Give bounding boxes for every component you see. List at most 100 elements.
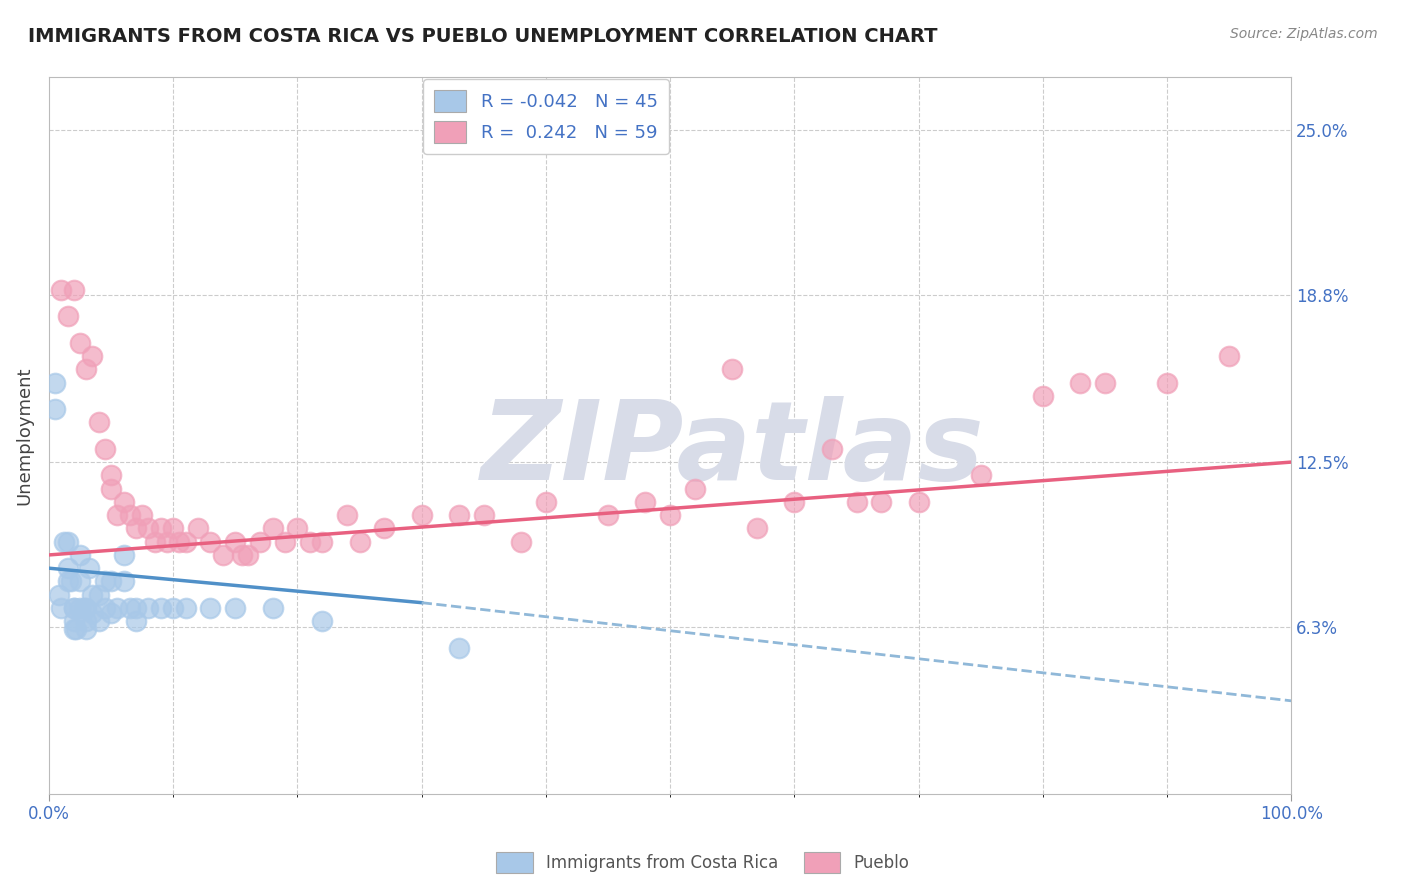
- Point: [659, 508, 682, 523]
- Point: [472, 508, 495, 523]
- Point: [745, 521, 768, 535]
- Point: [683, 482, 706, 496]
- Point: [311, 534, 333, 549]
- Point: [149, 601, 172, 615]
- Point: [349, 534, 371, 549]
- Point: [56, 309, 79, 323]
- Point: [721, 362, 744, 376]
- Point: [845, 495, 868, 509]
- Point: [249, 534, 271, 549]
- Point: [447, 640, 470, 655]
- Text: IMMIGRANTS FROM COSTA RICA VS PUEBLO UNEMPLOYMENT CORRELATION CHART: IMMIGRANTS FROM COSTA RICA VS PUEBLO UNE…: [28, 27, 938, 45]
- Point: [231, 548, 253, 562]
- Point: [634, 495, 657, 509]
- Point: [510, 534, 533, 549]
- Point: [69, 335, 91, 350]
- Point: [87, 588, 110, 602]
- Point: [105, 601, 128, 615]
- Point: [447, 508, 470, 523]
- Point: [69, 601, 91, 615]
- Point: [411, 508, 433, 523]
- Point: [174, 601, 197, 615]
- Point: [125, 601, 148, 615]
- Point: [73, 601, 96, 615]
- Point: [970, 468, 993, 483]
- Point: [373, 521, 395, 535]
- Point: [63, 601, 86, 615]
- Point: [534, 495, 557, 509]
- Point: [94, 601, 117, 615]
- Text: ZIPatlas: ZIPatlas: [481, 396, 984, 503]
- Point: [1094, 376, 1116, 390]
- Point: [262, 521, 284, 535]
- Point: [94, 442, 117, 456]
- Point: [212, 548, 235, 562]
- Point: [162, 521, 184, 535]
- Point: [63, 601, 86, 615]
- Point: [65, 622, 87, 636]
- Point: [336, 508, 359, 523]
- Point: [162, 601, 184, 615]
- Point: [48, 588, 70, 602]
- Point: [224, 601, 246, 615]
- Point: [112, 548, 135, 562]
- Point: [783, 495, 806, 509]
- Point: [56, 561, 79, 575]
- Point: [907, 495, 929, 509]
- Point: [1156, 376, 1178, 390]
- Point: [60, 574, 83, 589]
- Point: [262, 601, 284, 615]
- Point: [1032, 389, 1054, 403]
- Point: [63, 614, 86, 628]
- Point: [311, 614, 333, 628]
- Point: [100, 482, 122, 496]
- Point: [44, 402, 66, 417]
- Point: [200, 534, 222, 549]
- Point: [174, 534, 197, 549]
- Point: [596, 508, 619, 523]
- Legend: R = -0.042   N = 45, R =  0.242   N = 59: R = -0.042 N = 45, R = 0.242 N = 59: [423, 79, 669, 154]
- Point: [75, 622, 97, 636]
- Point: [169, 534, 191, 549]
- Point: [118, 601, 141, 615]
- Point: [75, 601, 97, 615]
- Point: [63, 283, 86, 297]
- Point: [131, 508, 153, 523]
- Point: [44, 376, 66, 390]
- Point: [143, 534, 166, 549]
- Point: [100, 468, 122, 483]
- Point: [236, 548, 259, 562]
- Point: [287, 521, 309, 535]
- Point: [75, 362, 97, 376]
- Point: [149, 521, 172, 535]
- Point: [138, 521, 160, 535]
- Point: [112, 495, 135, 509]
- Point: [138, 601, 160, 615]
- Point: [87, 415, 110, 429]
- Point: [187, 521, 209, 535]
- Point: [125, 521, 148, 535]
- Point: [298, 534, 321, 549]
- Point: [56, 534, 79, 549]
- Point: [82, 607, 104, 621]
- Point: [100, 574, 122, 589]
- Text: Source: ZipAtlas.com: Source: ZipAtlas.com: [1230, 27, 1378, 41]
- Y-axis label: Unemployment: Unemployment: [15, 367, 32, 505]
- Point: [118, 508, 141, 523]
- Point: [56, 574, 79, 589]
- Point: [100, 607, 122, 621]
- Point: [821, 442, 844, 456]
- Point: [82, 349, 104, 363]
- Point: [69, 574, 91, 589]
- Point: [87, 614, 110, 628]
- Point: [105, 508, 128, 523]
- Point: [224, 534, 246, 549]
- Point: [77, 561, 100, 575]
- Point: [82, 588, 104, 602]
- Point: [1069, 376, 1091, 390]
- Point: [52, 534, 75, 549]
- Point: [112, 574, 135, 589]
- Point: [125, 614, 148, 628]
- Point: [75, 614, 97, 628]
- Point: [94, 574, 117, 589]
